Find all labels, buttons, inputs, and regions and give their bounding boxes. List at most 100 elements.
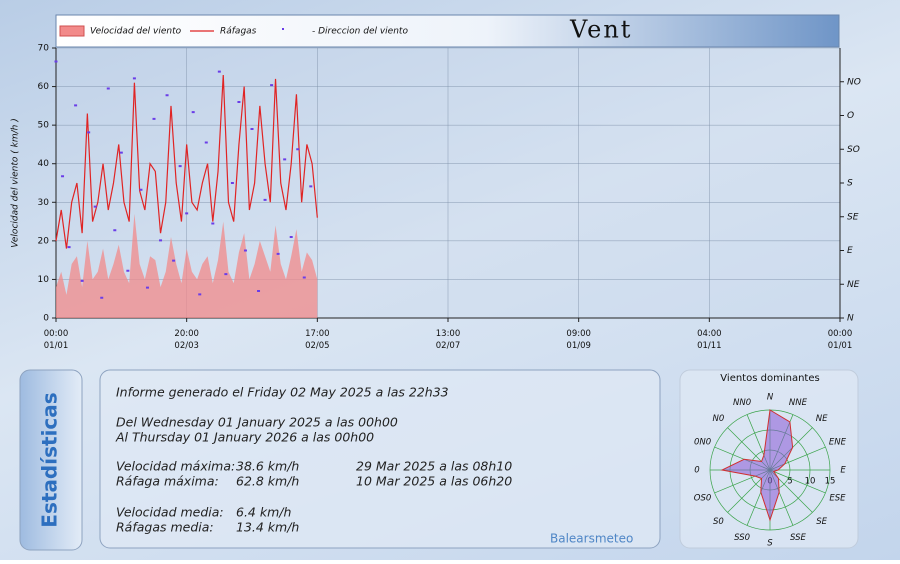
point: [289, 236, 293, 238]
rose-label: OS0: [694, 493, 712, 503]
x-tick-label: 20:00 02/03: [174, 329, 199, 351]
stats-cell: 62.8 km/h: [236, 474, 299, 489]
y2-tick-label: E: [847, 246, 853, 256]
x-tick-label: 13:00 02/07: [436, 329, 461, 351]
legend-label: - Direccion del viento: [312, 27, 408, 37]
point: [276, 252, 280, 255]
point: [257, 290, 261, 292]
area: [56, 213, 318, 318]
y-tick-label: 40: [38, 159, 50, 169]
point: [211, 222, 215, 225]
point: [100, 296, 104, 299]
point: [185, 212, 189, 215]
y-tick-label: 60: [38, 82, 50, 92]
line: [55, 74, 318, 249]
rose-label: N0: [712, 414, 724, 424]
point: [67, 246, 71, 249]
rose-title: Vientos dominantes: [720, 373, 819, 384]
rose-label: S0: [713, 517, 724, 527]
point: [309, 185, 313, 188]
point: [165, 94, 169, 97]
x-tick-label: 17:00 02/05: [305, 329, 330, 351]
stats-cell: 29 Mar 2025 a las 08h10: [356, 459, 512, 474]
rose-label: NNE: [789, 398, 808, 408]
point: [106, 87, 110, 90]
rose-label: S: [767, 539, 773, 549]
legend-swatch: [59, 25, 85, 37]
point: [178, 165, 182, 168]
x-tick-label: 04:00 01/11: [697, 329, 722, 351]
y-tick-label: 70: [38, 44, 50, 54]
stats-cell: 38.6 km/h: [236, 459, 299, 474]
rose-label: SE: [816, 517, 827, 527]
y2-tick-label: N: [847, 314, 854, 324]
point: [230, 182, 234, 184]
stats-cell: Velocidad máxima:: [116, 459, 235, 474]
y2-tick-label: O: [847, 111, 854, 121]
point: [159, 239, 163, 242]
rose-label: 0: [694, 466, 699, 476]
rose-tick-label: 15: [825, 477, 836, 487]
rose-label: E: [840, 466, 846, 476]
y2-tick-label: SO: [847, 145, 860, 155]
stats-from: Del Wednesday 01 January 2025 a las 00h0…: [116, 415, 398, 430]
rose-area: [720, 409, 794, 522]
point: [191, 111, 195, 114]
x-tick-label: 00:00 01/01: [44, 329, 69, 351]
rose-label: SSE: [790, 533, 806, 543]
point: [87, 131, 91, 134]
legend-label: Velocidad del viento: [90, 27, 182, 37]
stats-to: Al Thursday 01 January 2026 a las 00h00: [115, 430, 374, 445]
rose-label: SS0: [734, 533, 750, 543]
point: [263, 198, 267, 201]
rose-label: ESE: [829, 493, 846, 503]
legend-swatch: [282, 28, 284, 30]
y2-tick-label: NE: [847, 280, 860, 290]
footer-credit: Balearsmeteo: [550, 532, 633, 546]
y-tick-label: 30: [38, 198, 50, 208]
point: [126, 269, 130, 272]
rose-label: NN0: [733, 398, 751, 408]
y2-tick-label: S: [847, 179, 853, 189]
point: [145, 286, 149, 289]
rose-tick-label: 5: [787, 477, 792, 487]
stats-cell: Ráfaga máxima:: [116, 474, 219, 489]
y-tick-label: 50: [38, 121, 50, 131]
rose-spoke: [769, 469, 826, 494]
y-tick-label: 0: [43, 314, 49, 324]
stats-cell: 6.4 km/h: [236, 505, 291, 520]
y-axis-label: Velocidad del viento ( km/h ): [11, 118, 21, 247]
rose-label: NE: [816, 414, 828, 424]
rose-label: N: [767, 393, 774, 403]
rose-label: 0N0: [694, 438, 711, 448]
rose-tick-label: 10: [805, 477, 816, 487]
stats-cell: Velocidad media:: [116, 505, 224, 520]
point: [139, 188, 143, 191]
point: [198, 293, 202, 296]
point: [54, 60, 58, 63]
point: [283, 158, 287, 161]
point: [93, 205, 97, 208]
stats-cell: Ráfagas media:: [116, 520, 214, 535]
stats-cell: 13.4 km/h: [236, 520, 299, 535]
point: [132, 77, 136, 80]
point: [296, 148, 300, 151]
point: [224, 273, 228, 276]
stats-tab-label: Estadísticas: [38, 392, 62, 527]
point: [204, 141, 208, 144]
point: [243, 249, 247, 252]
y-tick-label: 10: [38, 275, 50, 285]
point: [119, 151, 123, 154]
point: [113, 229, 117, 232]
point: [61, 175, 65, 178]
y2-tick-label: SE: [847, 212, 859, 222]
rose-label: ENE: [829, 438, 847, 448]
point: [237, 101, 241, 103]
point: [302, 276, 306, 279]
stats-report: Informe generado el Friday 02 May 2025 a…: [116, 385, 449, 400]
point: [217, 70, 221, 73]
point: [270, 84, 274, 87]
y2-tick-label: NO: [847, 77, 861, 87]
point: [152, 117, 156, 120]
